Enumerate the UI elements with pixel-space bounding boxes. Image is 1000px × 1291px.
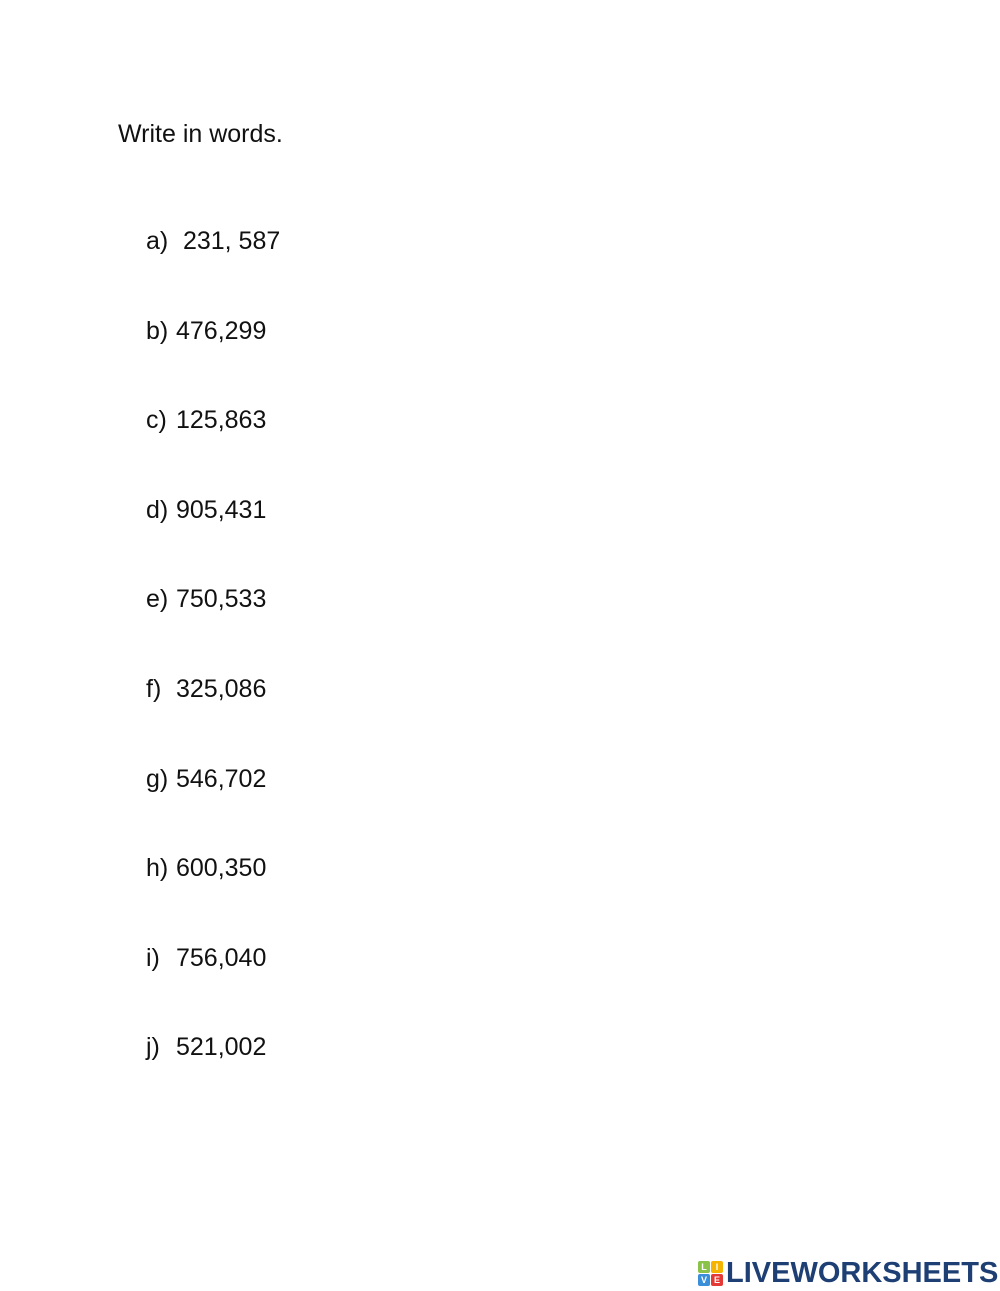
- exercise-item: h) 600,350: [146, 854, 266, 883]
- item-label: i): [146, 943, 160, 972]
- exercise-item: e) 750,533: [146, 585, 266, 614]
- logo-tile: I: [711, 1261, 723, 1273]
- item-label: e): [146, 585, 169, 614]
- exercise-item: i) 756,040: [146, 944, 266, 973]
- item-label: j): [146, 1033, 160, 1062]
- item-number: 546,702: [176, 764, 267, 793]
- item-number: 756,040: [176, 943, 267, 972]
- logo-tile: L: [698, 1261, 710, 1273]
- item-number: 231, 587: [176, 227, 281, 255]
- logo-tile: E: [711, 1274, 723, 1286]
- exercise-item: a) 231, 587: [146, 227, 280, 256]
- item-number: 476,299: [176, 316, 267, 345]
- exercise-item: b) 476,299: [146, 317, 266, 346]
- item-number: 325,086: [176, 675, 267, 703]
- instruction: Write in words.: [118, 120, 283, 148]
- logo-wordmark: LIVEWORKSHEETS: [726, 1257, 999, 1289]
- item-label: h): [146, 854, 169, 883]
- item-label: d): [146, 495, 169, 524]
- item-label: g): [146, 764, 169, 793]
- item-number: 600,350: [176, 854, 267, 883]
- exercise-item: c) 125,863: [146, 406, 266, 435]
- item-number: 521,002: [176, 1033, 267, 1062]
- item-label: b): [146, 316, 169, 345]
- item-label: a): [146, 227, 169, 255]
- exercise-item: j) 521,002: [146, 1033, 266, 1062]
- item-label: f): [146, 675, 162, 703]
- logo-tiles-icon: L I V E: [698, 1261, 723, 1286]
- item-number: 905,431: [176, 495, 267, 524]
- logo-tile: V: [698, 1274, 710, 1286]
- exercise-item: f) 325,086: [146, 675, 266, 704]
- item-number: 750,533: [176, 585, 267, 614]
- exercise-item: d) 905,431: [146, 496, 266, 525]
- exercise-item: g) 546,702: [146, 765, 266, 794]
- liveworksheets-logo: L I V E LIVEWORKSHEETS: [698, 1257, 998, 1290]
- item-label: c): [146, 406, 167, 435]
- item-number: 125,863: [176, 406, 267, 435]
